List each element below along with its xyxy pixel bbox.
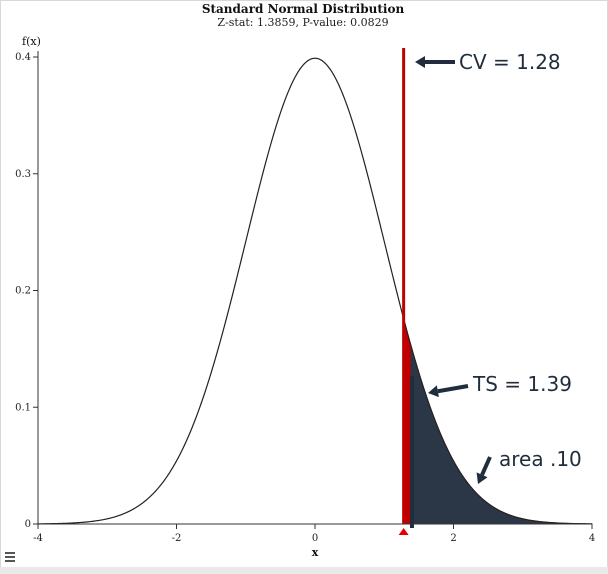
area-arrow-head (476, 472, 488, 484)
cv-arrow-head (415, 56, 425, 68)
y-axis-label: f(x) (22, 35, 41, 48)
ts-arrow-shaft (437, 384, 469, 394)
x-tick-label: 4 (589, 533, 595, 544)
annotations: CV = 1.28 TS = 1.39 area .10 (415, 50, 582, 484)
ts-annotation: TS = 1.39 (472, 372, 572, 396)
area-annotation: area .10 (499, 447, 582, 471)
x-tick-label: -4 (33, 533, 43, 544)
ts-arrow-head (428, 385, 439, 398)
plot-area (37, 48, 593, 535)
area-arrow-shaft (480, 456, 492, 476)
x-axis-label: x (312, 546, 319, 559)
chart-title: Standard Normal Distribution (201, 2, 405, 16)
density-curve (37, 57, 593, 525)
tail-area-fill (403, 318, 593, 525)
axes: -4 -2 0 2 4 0 0.1 0.2 0.3 0.4 f(x) x (15, 35, 595, 559)
critical-band-fill (403, 318, 411, 524)
x-tick-label: 2 (450, 533, 456, 544)
bottom-strip (0, 567, 608, 574)
chart-subtitle: Z-stat: 1.3859, P-value: 0.0829 (217, 16, 389, 29)
x-tick-label: 0 (312, 533, 318, 544)
y-tick-label: 0 (25, 519, 31, 530)
y-tick-label: 0.1 (15, 402, 31, 413)
y-tick-label: 0.4 (15, 52, 31, 63)
y-tick-label: 0.3 (15, 169, 31, 180)
y-tick-label: 0.2 (15, 286, 31, 297)
cv-annotation: CV = 1.28 (459, 50, 561, 74)
critical-value-marker (398, 528, 409, 535)
hamburger-menu-icon[interactable] (5, 552, 15, 564)
chart-header: Standard Normal Distribution Z-stat: 1.3… (0, 2, 606, 29)
x-tick-label: -2 (172, 533, 182, 544)
